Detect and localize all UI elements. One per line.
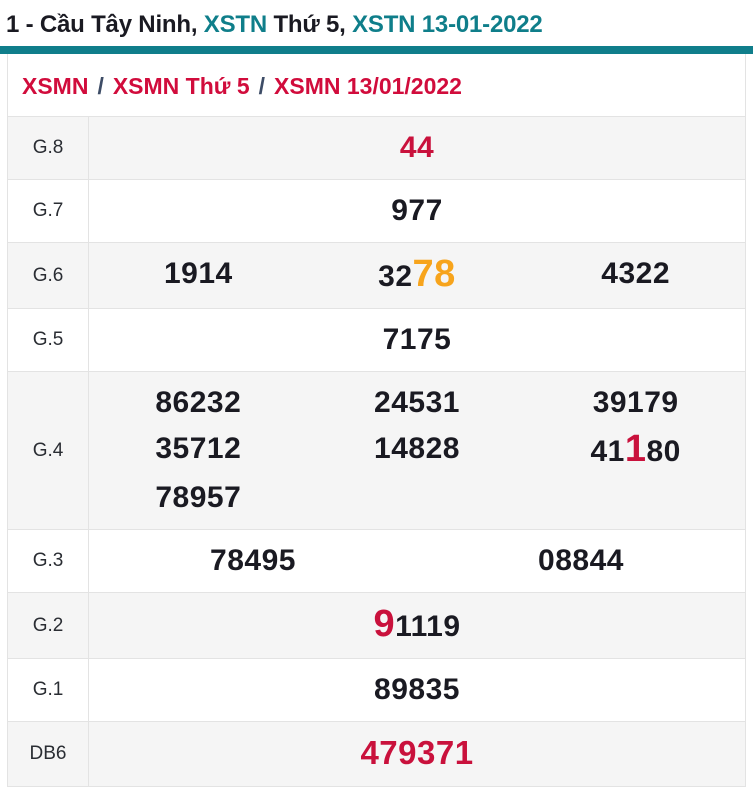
results-table: G.8 44 G.7 977 G.6 1914 3278 4322 G.5 7175 G.4 8623…	[8, 116, 745, 786]
prize-values-cell: 44	[88, 116, 745, 180]
breadcrumb-link[interactable]: XSMN	[22, 73, 89, 99]
prize-number: 86232	[89, 380, 308, 426]
prize-row: G.4 86232 24531 39179 35712 14828 41180 78957	[8, 371, 745, 530]
prize-values-grid: 86232 24531 39179 35712 14828 41180 78957	[89, 380, 745, 521]
prize-values-grid: 78495 08844	[89, 538, 745, 584]
prize-number-digits: 78957	[155, 481, 242, 514]
prize-values-cell: 7175	[88, 308, 745, 372]
prize-label: G.5	[8, 308, 89, 372]
prize-number-digits: 41	[590, 435, 625, 468]
prize-number-digits: 1119	[395, 610, 461, 643]
breadcrumb: XSMN / XSMN Thứ 5 / XSMN 13/01/2022	[8, 54, 745, 116]
prize-row: G.8 44	[8, 116, 745, 180]
prize-number: 14828	[308, 426, 527, 475]
prize-number: 41180	[526, 426, 745, 475]
prize-values-grid: 1914 3278 4322	[89, 251, 745, 300]
prize-number-digits: 4322	[601, 257, 671, 290]
prize-values-grid: 479371	[89, 730, 745, 778]
prize-number: 35712	[89, 426, 308, 475]
prize-number-digits: 86232	[155, 386, 242, 419]
prize-row: G.2 91119	[8, 592, 745, 659]
prize-number-digits: 35712	[155, 432, 242, 465]
prize-values-cell: 78495 08844	[88, 529, 745, 593]
prize-label: G.6	[8, 242, 89, 309]
prize-number: 08844	[417, 538, 745, 584]
breadcrumb-separator: /	[258, 73, 266, 99]
prize-number: 24531	[308, 380, 527, 426]
prize-number-highlight: 44	[399, 131, 435, 164]
prize-values-grid: 89835	[89, 667, 745, 713]
prize-values-cell: 1914 3278 4322	[88, 242, 745, 309]
prize-number-digits: 14828	[374, 432, 460, 465]
title-divider-bar	[0, 46, 753, 54]
prize-label: G.8	[8, 116, 89, 180]
title-link[interactable]: XSTN	[203, 11, 267, 38]
prize-label: G.7	[8, 179, 89, 243]
prize-number: 89835	[89, 667, 745, 713]
prize-values-cell: 86232 24531 39179 35712 14828 41180 78957	[88, 371, 745, 530]
prize-number-digits: 39179	[592, 386, 679, 419]
prize-number-digits: 1914	[163, 257, 233, 290]
prize-number: 7175	[89, 317, 745, 363]
prize-values-cell: 977	[88, 179, 745, 243]
prize-number: 479371	[89, 730, 745, 778]
title-text: Thứ 5,	[266, 11, 353, 38]
prize-number-highlight: 9	[373, 603, 396, 645]
prize-number-digits: 80	[646, 435, 681, 468]
breadcrumb-link[interactable]: XSMN 13/01/2022	[274, 73, 462, 99]
prize-label: G.4	[8, 371, 89, 530]
prize-values-cell: 91119	[88, 592, 745, 659]
prize-row: G.5 7175	[8, 308, 745, 372]
prize-number: 4322	[526, 251, 745, 300]
prize-number-highlight: 479371	[360, 734, 474, 771]
prize-number: 977	[89, 188, 745, 234]
title-link[interactable]: XSTN 13-01-2022	[352, 11, 543, 38]
prize-number: 3278	[308, 251, 527, 300]
prize-number: 1914	[89, 251, 308, 300]
prize-number: 39179	[526, 380, 745, 426]
prize-number-digits: 32	[378, 260, 413, 293]
prize-row: G.3 78495 08844	[8, 529, 745, 593]
results-table-body: G.8 44 G.7 977 G.6 1914 3278 4322 G.5 7175 G.4 8623…	[8, 116, 745, 786]
results-panel: XSMN / XSMN Thứ 5 / XSMN 13/01/2022 G.8 44 G.7…	[7, 54, 746, 787]
prize-row: G.6 1914 3278 4322	[8, 242, 745, 309]
prize-number-digits: 7175	[382, 323, 452, 356]
prize-values-grid: 44	[89, 125, 745, 171]
prize-number-highlight: 1	[624, 428, 647, 470]
prize-number: 78495	[89, 538, 417, 584]
prize-values-grid: 7175	[89, 317, 745, 363]
prize-label: G.1	[8, 658, 89, 722]
prize-values-grid: 977	[89, 188, 745, 234]
prize-number-digits: 78495	[210, 544, 296, 577]
page-title: 1 - Cầu Tây Ninh, XSTN Thứ 5, XSTN 13-01…	[0, 0, 753, 41]
breadcrumb-separator: /	[97, 73, 104, 99]
prize-label: G.3	[8, 529, 89, 593]
prize-values-grid: 91119	[89, 601, 745, 650]
prize-values-cell: 479371	[88, 721, 745, 786]
breadcrumb-link[interactable]: XSMN Thứ 5	[112, 73, 250, 99]
prize-number-digits: 24531	[374, 386, 460, 419]
prize-number-digits: 08844	[538, 544, 624, 577]
prize-row: G.1 89835	[8, 658, 745, 722]
prize-number-highlight: 78	[412, 253, 456, 295]
prize-label: G.2	[8, 592, 89, 659]
prize-row: DB6 479371	[8, 721, 745, 786]
title-text: 1 - Cầu Tây Ninh,	[6, 11, 204, 38]
prize-number: 44	[89, 125, 745, 171]
prize-row: G.7 977	[8, 179, 745, 243]
prize-number: 78957	[89, 475, 308, 521]
prize-number-digits: 977	[391, 194, 443, 227]
prize-label: DB6	[8, 721, 89, 786]
prize-number-digits: 89835	[374, 673, 460, 706]
prize-number: 91119	[89, 601, 745, 650]
prize-values-cell: 89835	[88, 658, 745, 722]
